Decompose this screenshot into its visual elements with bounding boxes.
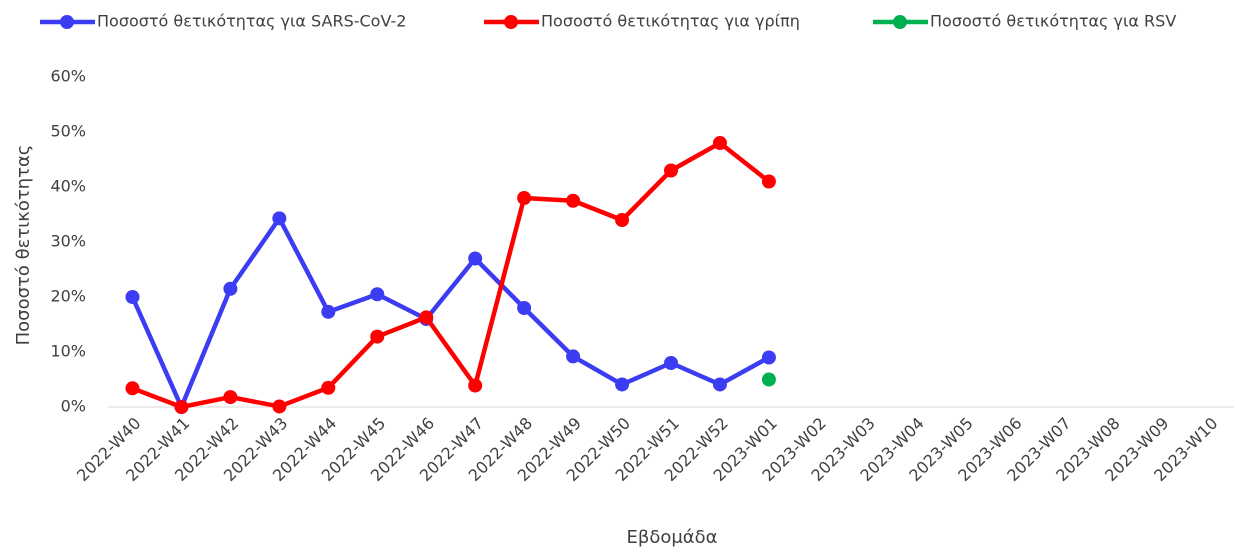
data-point xyxy=(419,310,434,325)
y-tick-label: 60% xyxy=(50,67,86,86)
data-point xyxy=(125,290,140,304)
data-point xyxy=(321,304,336,319)
data-point xyxy=(272,399,287,414)
y-tick-label: 10% xyxy=(50,342,86,361)
y-tick-label: 40% xyxy=(50,177,86,196)
legend-label: Ποσοστό θετικότητας για SARS-CoV-2 xyxy=(97,12,406,31)
data-point xyxy=(468,378,483,393)
data-point xyxy=(174,400,189,414)
y-axis-title: Ποσοστό θετικότητας xyxy=(13,145,34,346)
legend-marker xyxy=(60,15,74,29)
data-point xyxy=(615,213,630,227)
data-point xyxy=(712,377,727,392)
data-point xyxy=(517,301,532,315)
data-point xyxy=(468,251,483,266)
data-point xyxy=(566,193,581,208)
data-point xyxy=(761,174,776,189)
y-tick-label: 50% xyxy=(50,122,86,141)
data-point xyxy=(370,287,385,302)
data-point xyxy=(517,191,532,205)
y-tick-label: 0% xyxy=(61,397,86,416)
legend-marker xyxy=(893,15,907,29)
data-point xyxy=(664,356,678,370)
legend-label: Ποσοστό θετικότητας για RSV xyxy=(930,12,1176,31)
legend-marker xyxy=(504,15,518,29)
data-point xyxy=(712,136,727,150)
data-point xyxy=(761,372,776,387)
data-point xyxy=(272,211,287,226)
data-point xyxy=(223,281,238,296)
data-point xyxy=(761,350,776,365)
data-point xyxy=(566,349,581,364)
data-point xyxy=(125,381,140,396)
series-line xyxy=(130,216,770,410)
data-point xyxy=(664,163,678,178)
data-point xyxy=(615,377,630,392)
series-line xyxy=(131,140,771,410)
x-axis-title: Εβδομάδα xyxy=(626,527,717,548)
data-point xyxy=(223,390,238,405)
data-point xyxy=(370,329,385,344)
data-point xyxy=(321,380,336,395)
y-tick-label: 30% xyxy=(50,232,86,251)
y-tick-label: 20% xyxy=(50,287,86,306)
legend-label: Ποσοστό θετικότητας για γρίπη xyxy=(541,12,800,31)
